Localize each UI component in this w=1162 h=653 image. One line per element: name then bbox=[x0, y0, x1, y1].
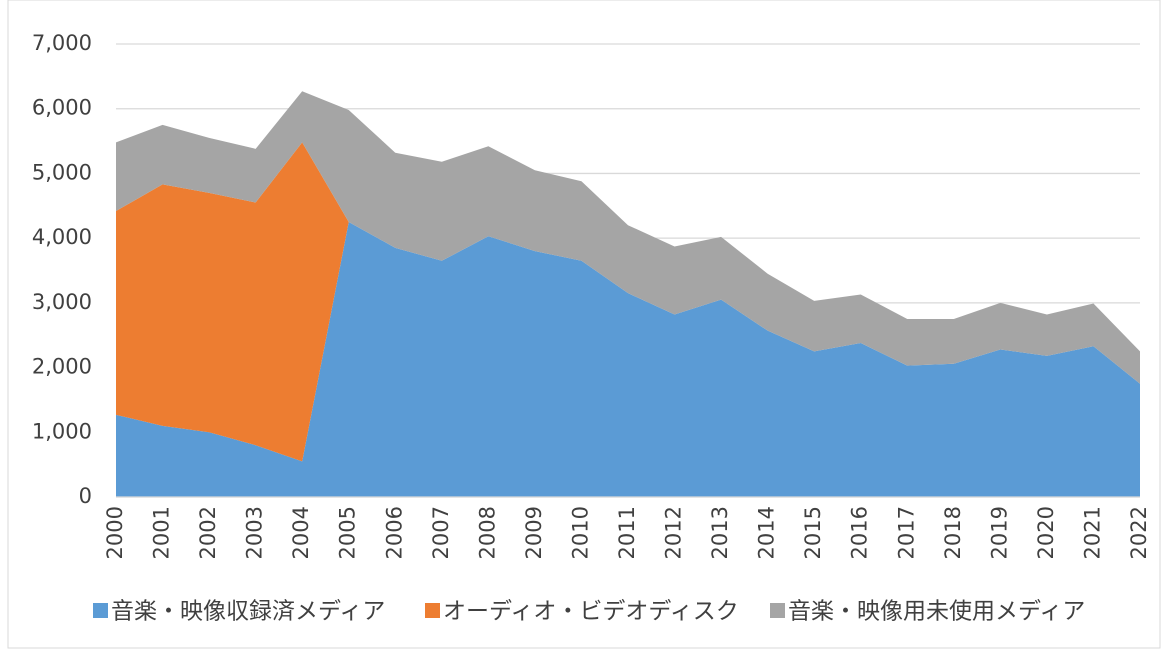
legend-swatch bbox=[770, 603, 785, 618]
area bbox=[116, 142, 1140, 462]
x-tick-label: 2011 bbox=[615, 506, 639, 559]
x-tick-label: 2016 bbox=[848, 506, 872, 559]
legend-swatch bbox=[425, 603, 440, 618]
x-tick-label: 2006 bbox=[382, 506, 406, 559]
x-tick-label: 2012 bbox=[662, 506, 686, 559]
x-tick-label: 2019 bbox=[987, 506, 1011, 559]
x-tick-label: 2018 bbox=[941, 506, 965, 559]
x-tick-label: 2022 bbox=[1127, 506, 1151, 559]
x-tick-label: 2003 bbox=[243, 506, 267, 559]
x-tick-label: 2009 bbox=[522, 506, 546, 559]
legend-label: 音楽・映像収録済メディア bbox=[111, 599, 385, 625]
y-tick-label: 6,000 bbox=[32, 96, 92, 120]
x-tick-label: 2021 bbox=[1080, 506, 1104, 559]
x-tick-label: 2014 bbox=[755, 506, 779, 559]
legend-swatch bbox=[93, 603, 108, 618]
legend-label: 音楽・映像用未使用メディア bbox=[788, 599, 1085, 625]
x-tick-label: 2013 bbox=[708, 506, 732, 559]
area bbox=[116, 221, 1140, 497]
y-tick-label: 2,000 bbox=[32, 355, 92, 379]
y-tick-label: 7,000 bbox=[32, 31, 92, 55]
y-tick-label: 1,000 bbox=[32, 419, 92, 443]
x-tick-label: 2015 bbox=[801, 506, 825, 559]
y-tick-label: 3,000 bbox=[32, 290, 92, 314]
x-tick-label: 2004 bbox=[289, 506, 313, 559]
y-tick-label: 4,000 bbox=[32, 225, 92, 249]
area bbox=[116, 91, 1140, 384]
x-tick-label: 2002 bbox=[196, 506, 220, 559]
x-tick-label: 2008 bbox=[475, 506, 499, 559]
x-tick-label: 2000 bbox=[103, 506, 127, 559]
x-tick-label: 2017 bbox=[894, 506, 918, 559]
y-tick-label: 0 bbox=[79, 484, 92, 508]
x-tick-label: 2010 bbox=[568, 506, 592, 559]
x-tick-label: 2020 bbox=[1034, 506, 1058, 559]
x-tick-label: 2005 bbox=[336, 506, 360, 559]
x-tick-label: 2001 bbox=[150, 506, 174, 559]
legend-label: オーディオ・ビデオディスク bbox=[443, 599, 739, 625]
y-tick-label: 5,000 bbox=[32, 160, 92, 184]
x-tick-label: 2007 bbox=[429, 506, 453, 559]
